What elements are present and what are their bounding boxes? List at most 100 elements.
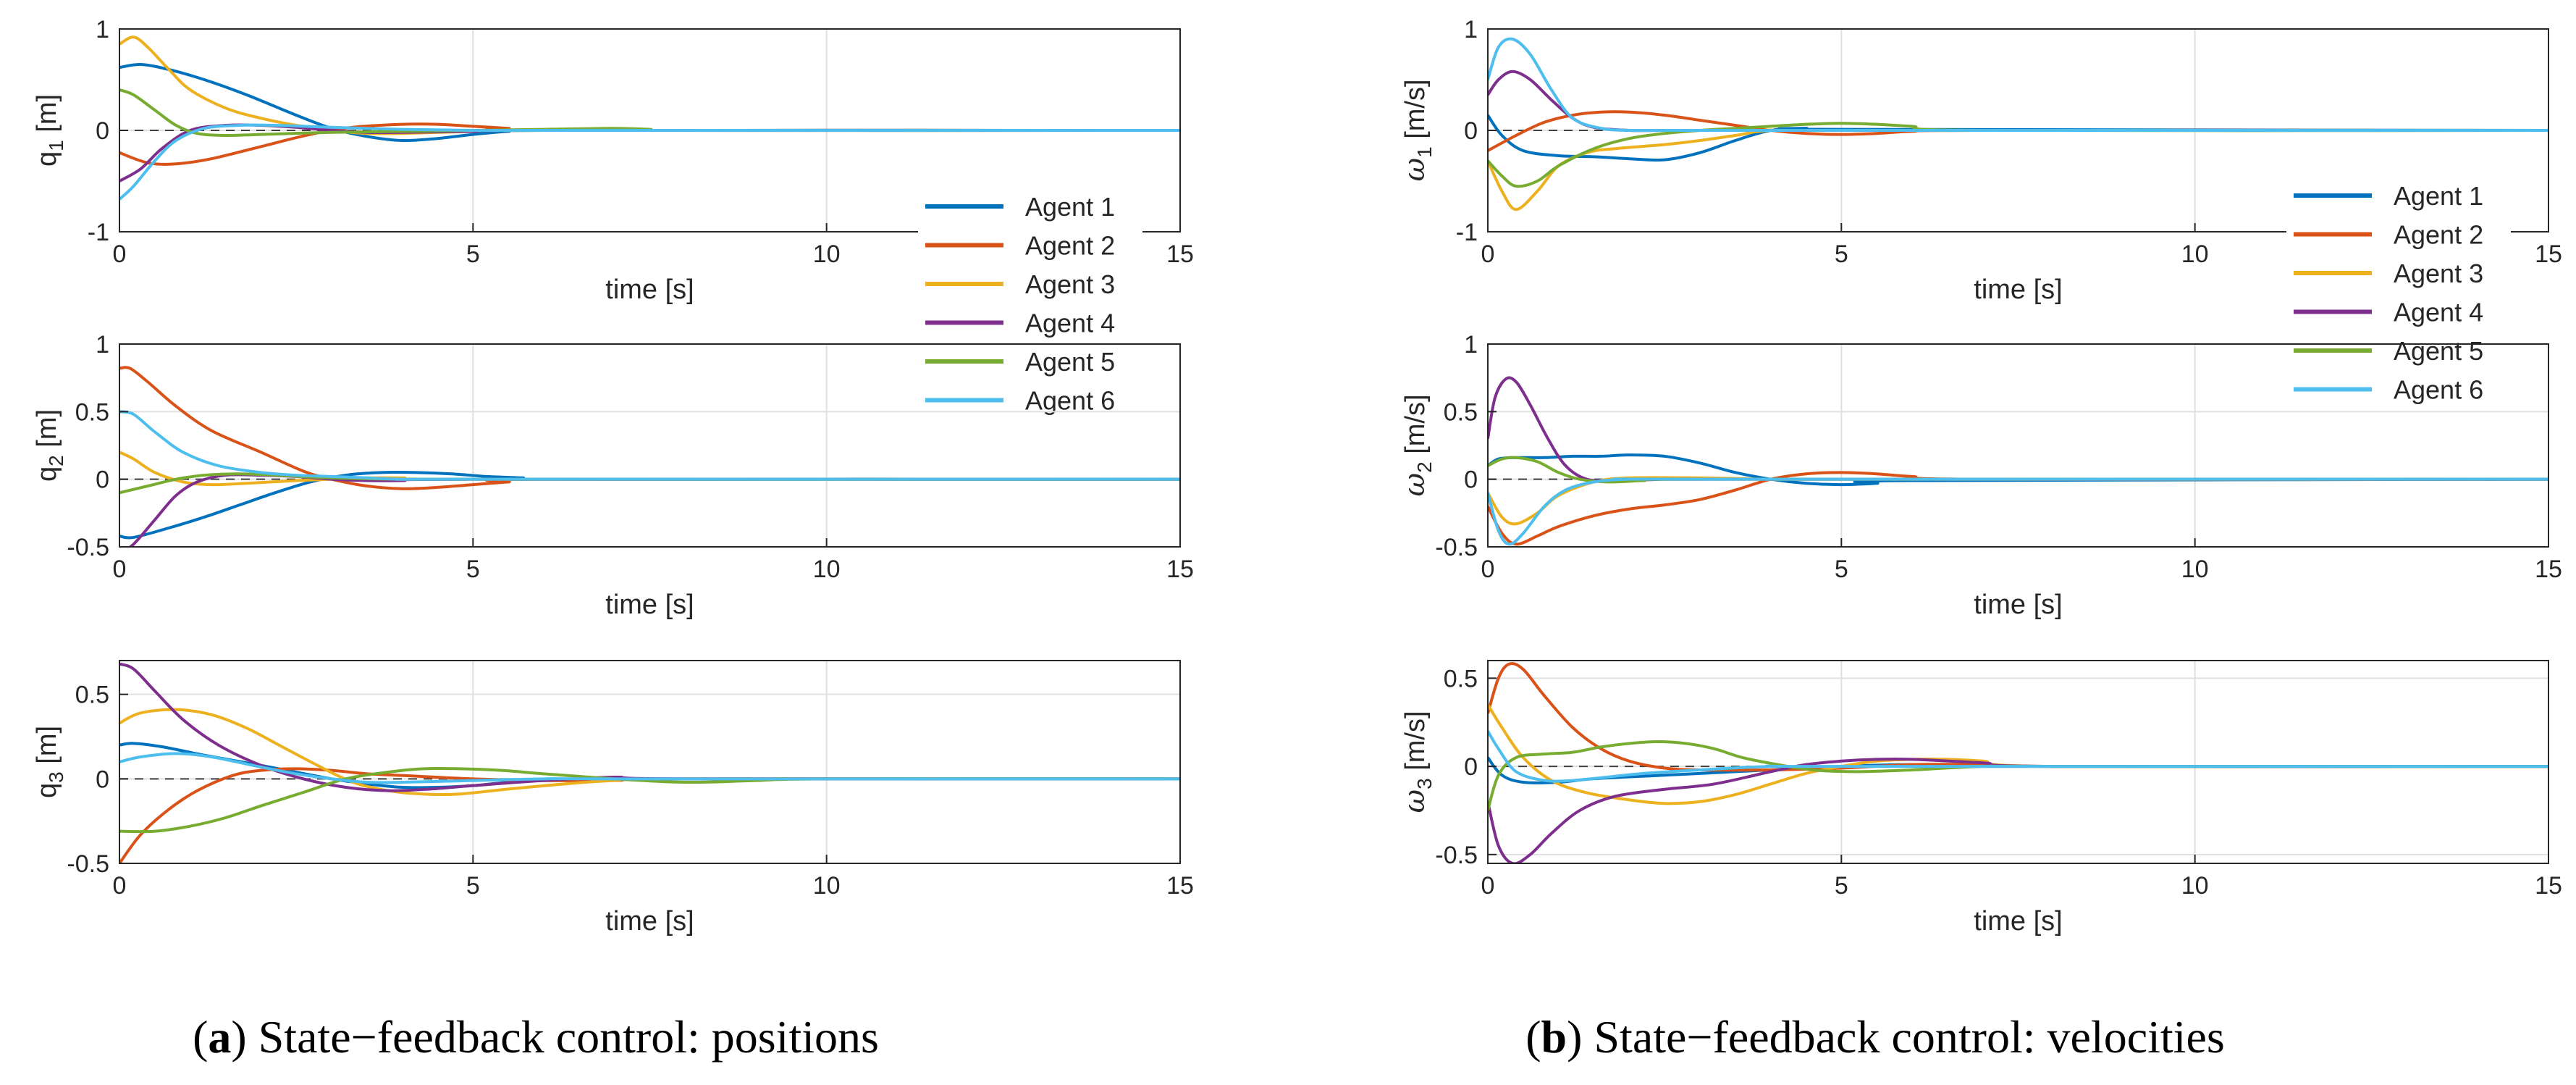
legend-label-agent-1: Agent 1 xyxy=(2394,181,2483,211)
legend-label-agent-6: Agent 6 xyxy=(2394,375,2483,405)
y-axis-label: ω3 [m/s] xyxy=(1398,711,1436,813)
legend-label-agent-4: Agent 4 xyxy=(2394,298,2483,327)
x-tick-label: 5 xyxy=(466,240,480,268)
x-tick-label: 5 xyxy=(1835,240,1848,268)
y-tick-label: 1 xyxy=(1464,16,1478,43)
y-axis-label-symbol: q xyxy=(32,151,62,167)
axes-frame xyxy=(1487,660,2549,864)
caption-b: (b) State−feedback control: velocities xyxy=(1525,1011,2225,1063)
y-tick-label: 0 xyxy=(96,766,109,793)
y-tick-label: 1 xyxy=(96,16,109,43)
y-tick-label: 0 xyxy=(1464,117,1478,145)
y-axis-label-unit: [m/s] xyxy=(1400,711,1431,778)
y-axis-label: q3 [m] xyxy=(32,726,67,798)
y-axis-label-symbol: q xyxy=(32,466,62,482)
series-line-agent-6 xyxy=(1488,37,2548,133)
x-axis-label: time [s] xyxy=(605,590,694,620)
y-tick-label: 0.5 xyxy=(75,682,109,709)
y-axis-label-subscript: 1 xyxy=(45,140,67,151)
axes-frame xyxy=(119,660,1181,864)
series-line-agent-6 xyxy=(1488,730,2548,783)
y-axis-label: ω1 [m/s] xyxy=(1398,79,1436,181)
legend-box xyxy=(2286,176,2511,408)
x-tick-label: 0 xyxy=(1481,240,1495,268)
caption-a-text: State−feedback control: positions xyxy=(258,1011,879,1063)
y-axis-label-unit: [m/s] xyxy=(1400,394,1431,461)
y-axis-label-subscript: 1 xyxy=(1413,146,1436,158)
series-group xyxy=(119,662,1180,863)
y-axis-label-unit: [m] xyxy=(32,94,62,140)
legend-label-agent-1: Agent 1 xyxy=(1025,192,1115,222)
series-line-agent-6 xyxy=(119,410,1180,481)
x-tick-label: 10 xyxy=(813,872,841,900)
x-axis-label: time [s] xyxy=(1974,275,2062,305)
series-group xyxy=(119,35,1180,201)
y-axis-label-subscript: 3 xyxy=(1413,778,1436,789)
y-tick-label: 0 xyxy=(1464,753,1478,781)
x-tick-label: 0 xyxy=(1481,556,1495,583)
y-tick-label: -0.5 xyxy=(1435,534,1478,561)
svg-text:(a) State−feedback control: po: (a) State−feedback control: positions xyxy=(193,1011,879,1063)
x-tick-label: 10 xyxy=(813,556,841,583)
x-tick-label: 15 xyxy=(1166,240,1194,268)
series-group xyxy=(1488,376,2548,546)
y-tick-label: -0.5 xyxy=(1435,842,1478,869)
legend-label-agent-2: Agent 2 xyxy=(1025,231,1115,261)
y-axis-label-symbol: ω xyxy=(1398,473,1431,497)
y-axis-label-subscript: 2 xyxy=(45,455,67,466)
y-tick-label: -0.5 xyxy=(67,850,109,878)
x-tick-label: 15 xyxy=(2535,556,2562,583)
series-group xyxy=(1488,37,2548,211)
x-axis-label: time [s] xyxy=(1974,906,2062,937)
legend-label-agent-5: Agent 5 xyxy=(1025,347,1115,377)
y-tick-label: 1 xyxy=(1464,331,1478,359)
x-tick-label: 5 xyxy=(466,872,480,900)
series-group xyxy=(119,366,1180,547)
x-tick-label: 10 xyxy=(2181,872,2209,900)
x-tick-label: 15 xyxy=(2535,240,2562,268)
y-axis-label-unit: [m/s] xyxy=(1400,79,1431,146)
series-group xyxy=(1488,662,2548,863)
x-axis-label: time [s] xyxy=(605,906,694,937)
y-tick-label: 1 xyxy=(96,331,109,359)
y-axis-label-unit: [m] xyxy=(32,726,62,771)
axes-frame xyxy=(1487,343,2549,548)
legend-label-agent-3: Agent 3 xyxy=(2394,259,2483,288)
legend: Agent 1 Agent 2 Agent 3 Agent 4 Agent 5 Agent… xyxy=(918,187,1142,419)
y-axis-label-subscript: 2 xyxy=(1413,461,1436,473)
x-tick-label: 15 xyxy=(2535,872,2562,900)
y-axis-label-symbol: q xyxy=(32,783,62,798)
x-tick-label: 0 xyxy=(1481,872,1495,900)
x-tick-label: 0 xyxy=(113,556,127,583)
y-tick-label: -1 xyxy=(88,219,109,246)
x-axis-label: time [s] xyxy=(605,275,694,305)
caption-b-letter: b xyxy=(1541,1011,1567,1063)
x-tick-label: 15 xyxy=(1166,556,1194,583)
y-tick-label: -0.5 xyxy=(67,534,109,561)
series-line-agent-6 xyxy=(119,123,1180,201)
caption-a: (a) State−feedback control: positions xyxy=(193,1011,879,1063)
series-line-agent-6 xyxy=(1488,477,2548,546)
caption-b-text: State−feedback control: velocities xyxy=(1594,1011,2224,1063)
y-tick-label: 0 xyxy=(96,117,109,145)
caption-a-letter: a xyxy=(208,1011,231,1063)
x-tick-label: 0 xyxy=(113,240,127,268)
x-tick-label: 0 xyxy=(113,872,127,900)
y-axis-label-unit: [m] xyxy=(32,409,62,455)
x-tick-label: 10 xyxy=(2181,556,2209,583)
legend-label-agent-4: Agent 4 xyxy=(1025,309,1115,338)
y-tick-label: 0 xyxy=(1464,466,1478,494)
y-axis-label-symbol: ω xyxy=(1398,158,1431,182)
x-tick-label: 5 xyxy=(466,556,480,583)
legend-label-agent-6: Agent 6 xyxy=(1025,386,1115,416)
y-axis-label-subscript: 3 xyxy=(45,771,67,783)
y-axis-label-symbol: ω xyxy=(1398,789,1431,813)
y-axis-label: ω2 [m/s] xyxy=(1398,394,1436,496)
y-tick-label: -1 xyxy=(1456,219,1478,246)
